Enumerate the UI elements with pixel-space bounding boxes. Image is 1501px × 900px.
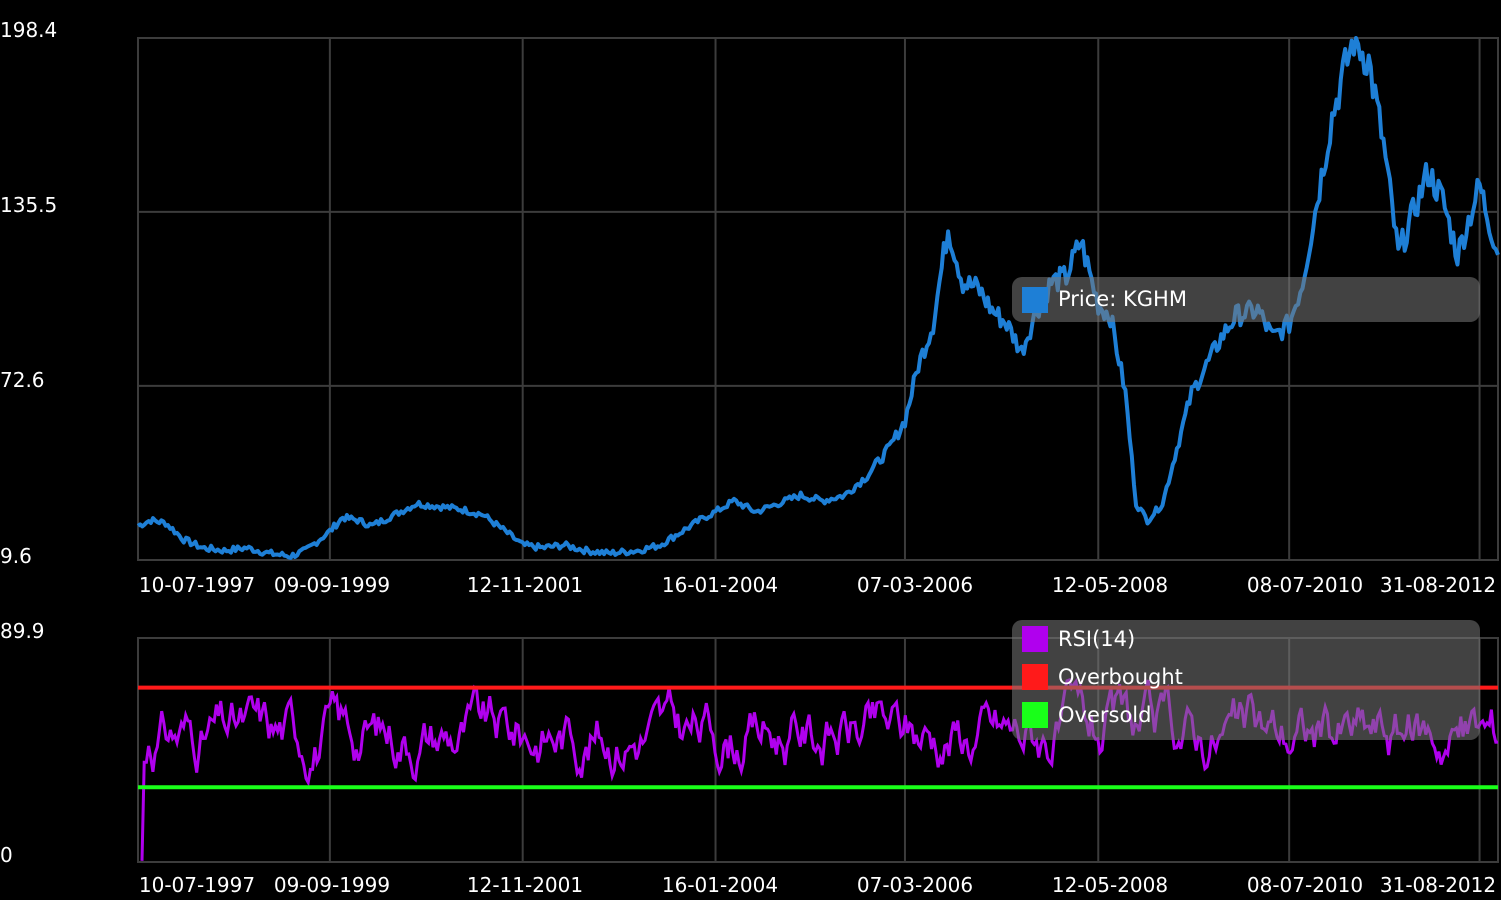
price-x-tick-label: 12-11-2001: [467, 573, 583, 597]
rsi-x-tick-label: 09-09-1999: [274, 873, 390, 897]
rsi-y-tick-label: 89.9: [0, 619, 45, 643]
rsi-legend-label: Oversold: [1058, 703, 1151, 727]
rsi-legend-swatch: [1022, 626, 1048, 652]
price-legend-label: Price: KGHM: [1058, 287, 1187, 311]
legend-rsi: RSI(14) Overbought Oversold: [1012, 620, 1480, 740]
price-legend-swatch: [1022, 287, 1048, 313]
price-legend-box: [1012, 277, 1480, 322]
price-x-tick-label: 12-05-2008: [1052, 573, 1168, 597]
price-y-tick-label: 72.6: [0, 368, 45, 392]
price-series: [136, 36, 1500, 560]
price-x-tick-label: 07-03-2006: [857, 573, 973, 597]
price-y-tick-label: 9.6: [0, 544, 32, 568]
rsi-legend-label: RSI(14): [1058, 627, 1135, 651]
axis-ticks: 198.4 135.5 72.6 9.6 10-07-1997 09-09-1999 12-…: [0, 18, 1496, 897]
price-line: [136, 36, 1500, 560]
rsi-y-tick-label: 0: [0, 843, 13, 867]
price-x-tick-label: 09-09-1999: [274, 573, 390, 597]
rsi-x-tick-label: 08-07-2010: [1247, 873, 1363, 897]
price-x-tick-label: 16-01-2004: [662, 573, 778, 597]
price-y-tick-label: 135.5: [0, 193, 57, 217]
rsi-x-tick-label: 12-11-2001: [467, 873, 583, 897]
price-y-tick-label: 198.4: [0, 18, 57, 42]
rsi-x-tick-label: 07-03-2006: [857, 873, 973, 897]
price-x-tick-label: 31-08-2012: [1380, 573, 1496, 597]
rsi-x-tick-label: 16-01-2004: [662, 873, 778, 897]
rsi-legend-swatch: [1022, 702, 1048, 728]
rsi-x-tick-label: 31-08-2012: [1380, 873, 1496, 897]
rsi-legend-box: [1012, 620, 1480, 740]
rsi-legend-swatch: [1022, 664, 1048, 690]
price-x-tick-label: 10-07-1997: [139, 573, 255, 597]
rsi-legend-label: Overbought: [1058, 665, 1183, 689]
price-x-tick-label: 08-07-2010: [1247, 573, 1363, 597]
legend-price: Price: KGHM: [1012, 277, 1480, 322]
rsi-x-tick-label: 10-07-1997: [139, 873, 255, 897]
rsi-x-tick-label: 12-05-2008: [1052, 873, 1168, 897]
